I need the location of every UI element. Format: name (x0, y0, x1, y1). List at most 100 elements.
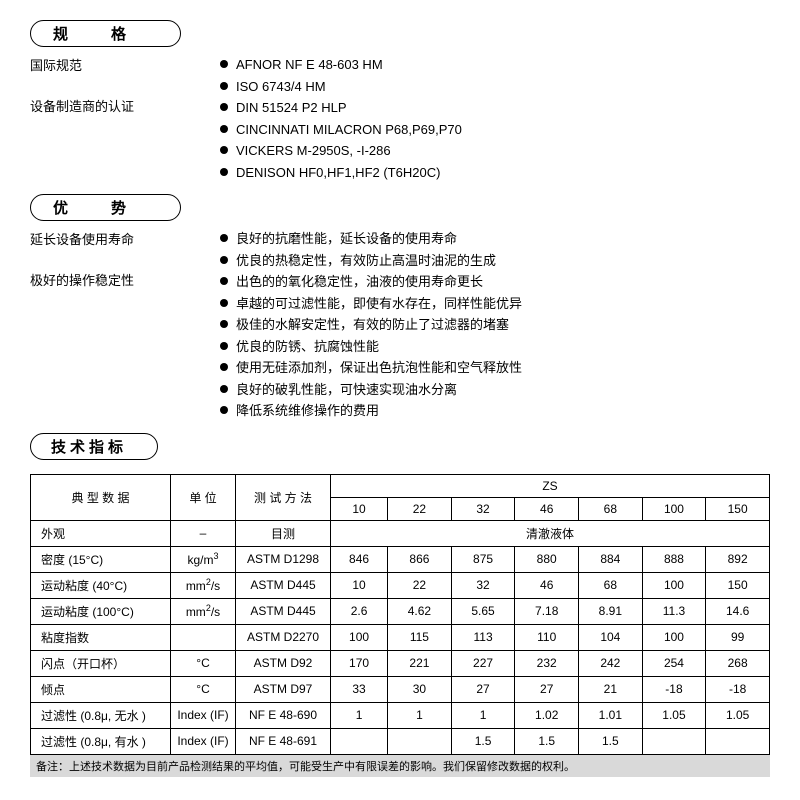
cell-val: 866 (388, 546, 452, 572)
bullet-icon (220, 146, 228, 154)
cell-method: NF E 48-690 (236, 702, 331, 728)
adv-bullet-text: 降低系统维修操作的费用 (236, 401, 379, 421)
bullet-icon (220, 342, 228, 350)
adv-bullet-text: 极佳的水解安定性，有效的防止了过滤器的堵塞 (236, 315, 509, 335)
adv-bullet-3: 卓越的可过滤性能，即使有水存在，同样性能优异 (220, 294, 770, 314)
cell-val: 4.62 (388, 598, 452, 624)
section-title-adv: 优 势 (30, 194, 181, 221)
tech-table: 典 型 数 据 单 位 测 试 方 法 ZS 1022324668100150 … (30, 474, 770, 755)
cell-val: 32 (451, 572, 515, 598)
spec-bullet-4: VICKERS M-2950S, -I-286 (220, 141, 770, 161)
table-row: 粘度指数ASTM D227010011511311010410099 (31, 624, 770, 650)
bullet-icon (220, 168, 228, 176)
cell-val: 110 (515, 624, 579, 650)
cell-val: -18 (642, 676, 706, 702)
cell-val: 884 (579, 546, 643, 572)
cell-val: 888 (642, 546, 706, 572)
adv-bullet-text: 良好的破乳性能，可快速实现油水分离 (236, 380, 457, 400)
adv-bullet-7: 良好的破乳性能，可快速实现油水分离 (220, 380, 770, 400)
cell-unit: °C (171, 676, 236, 702)
th-grade-2: 32 (451, 497, 515, 520)
cell-label: 运动粘度 (100°C) (31, 598, 171, 624)
table-row: 运动粘度 (40°C)mm2/sASTM D445102232466810015… (31, 572, 770, 598)
cell-label: 过滤性 (0.8μ, 有水 ) (31, 728, 171, 754)
cell-val: 68 (579, 572, 643, 598)
th-zs: ZS (331, 474, 770, 497)
cell-method: NF E 48-691 (236, 728, 331, 754)
spec-left-label-0: 国际规范 (30, 55, 220, 74)
cell-val: 21 (579, 676, 643, 702)
cell-method: ASTM D2270 (236, 624, 331, 650)
cell-val: 104 (579, 624, 643, 650)
cell-val: 1 (388, 702, 452, 728)
cell-val: 892 (706, 546, 770, 572)
cell-unit: °C (171, 650, 236, 676)
spec-bullet-3: CINCINNATI MILACRON P68,P69,P70 (220, 120, 770, 140)
cell-label: 倾点 (31, 676, 171, 702)
cell-val: 875 (451, 546, 515, 572)
cell-label: 密度 (15°C) (31, 546, 171, 572)
cell-val: 221 (388, 650, 452, 676)
cell-val: 30 (388, 676, 452, 702)
cell-label: 过滤性 (0.8μ, 无水 ) (31, 702, 171, 728)
spec-bullet-1: ISO 6743/4 HM (220, 77, 770, 97)
bullet-icon (220, 82, 228, 90)
cell-unit (171, 624, 236, 650)
cell-val: -18 (706, 676, 770, 702)
cell-val (706, 728, 770, 754)
table-row: 闪点（开口杯）°CASTM D92170221227232242254268 (31, 650, 770, 676)
adv-bullet-text: 良好的抗磨性能，延长设备的使用寿命 (236, 229, 457, 249)
cell-val: 1.5 (451, 728, 515, 754)
cell-method: 目测 (236, 520, 331, 546)
th-grade-0: 10 (331, 497, 388, 520)
bullet-icon (220, 277, 228, 285)
cell-val (331, 728, 388, 754)
cell-method: ASTM D445 (236, 598, 331, 624)
cell-val: 846 (331, 546, 388, 572)
table-row: 过滤性 (0.8μ, 无水 )Index (IF)NF E 48-6901111… (31, 702, 770, 728)
cell-val: 2.6 (331, 598, 388, 624)
cell-unit: Index (IF) (171, 728, 236, 754)
th-typ: 典 型 数 据 (31, 474, 171, 520)
adv-bullet-text: 优良的防锈、抗腐蚀性能 (236, 337, 379, 357)
cell-unit: kg/m3 (171, 546, 236, 572)
th-method: 测 试 方 法 (236, 474, 331, 520)
cell-val: 1.05 (706, 702, 770, 728)
cell-val: 46 (515, 572, 579, 598)
spec-bullet-text: ISO 6743/4 HM (236, 77, 326, 97)
spec-right-col: AFNOR NF E 48-603 HMISO 6743/4 HMDIN 515… (220, 55, 770, 184)
table-row: 过滤性 (0.8μ, 有水 )Index (IF)NF E 48-691 1.5 1… (31, 728, 770, 754)
cell-val: 99 (706, 624, 770, 650)
cell-val: 232 (515, 650, 579, 676)
cell-val: 268 (706, 650, 770, 676)
cell-val: 27 (515, 676, 579, 702)
adv-left-label-1: 极好的操作稳定性 (30, 270, 220, 289)
section-title-tech: 技术指标 (30, 433, 158, 460)
bullet-icon (220, 60, 228, 68)
th-grade-3: 46 (515, 497, 579, 520)
cell-val: 10 (331, 572, 388, 598)
spec-bullet-text: VICKERS M-2950S, -I-286 (236, 141, 391, 161)
adv-bullet-4: 极佳的水解安定性，有效的防止了过滤器的堵塞 (220, 315, 770, 335)
cell-label: 粘度指数 (31, 624, 171, 650)
adv-bullet-5: 优良的防锈、抗腐蚀性能 (220, 337, 770, 357)
cell-val: 242 (579, 650, 643, 676)
cell-val: 227 (451, 650, 515, 676)
spec-block: 国际规范 设备制造商的认证 AFNOR NF E 48-603 HMISO 67… (30, 55, 770, 184)
cell-val: 1.05 (642, 702, 706, 728)
spec-bullet-text: AFNOR NF E 48-603 HM (236, 55, 383, 75)
cell-method: ASTM D1298 (236, 546, 331, 572)
cell-val: 8.91 (579, 598, 643, 624)
adv-bullet-2: 出色的的氧化稳定性，油液的使用寿命更长 (220, 272, 770, 292)
table-row: 运动粘度 (100°C)mm2/sASTM D4452.64.625.657.1… (31, 598, 770, 624)
cell-val: 1.02 (515, 702, 579, 728)
adv-bullet-8: 降低系统维修操作的费用 (220, 401, 770, 421)
spec-bullet-text: DENISON HF0,HF1,HF2 (T6H20C) (236, 163, 440, 183)
cell-val: 1.5 (579, 728, 643, 754)
cell-val: 14.6 (706, 598, 770, 624)
cell-val: 150 (706, 572, 770, 598)
cell-val: 113 (451, 624, 515, 650)
table-row: 密度 (15°C)kg/m3ASTM D12988468668758808848… (31, 546, 770, 572)
adv-left-col: 延长设备使用寿命 极好的操作稳定性 (30, 229, 220, 311)
cell-label: 闪点（开口杯） (31, 650, 171, 676)
